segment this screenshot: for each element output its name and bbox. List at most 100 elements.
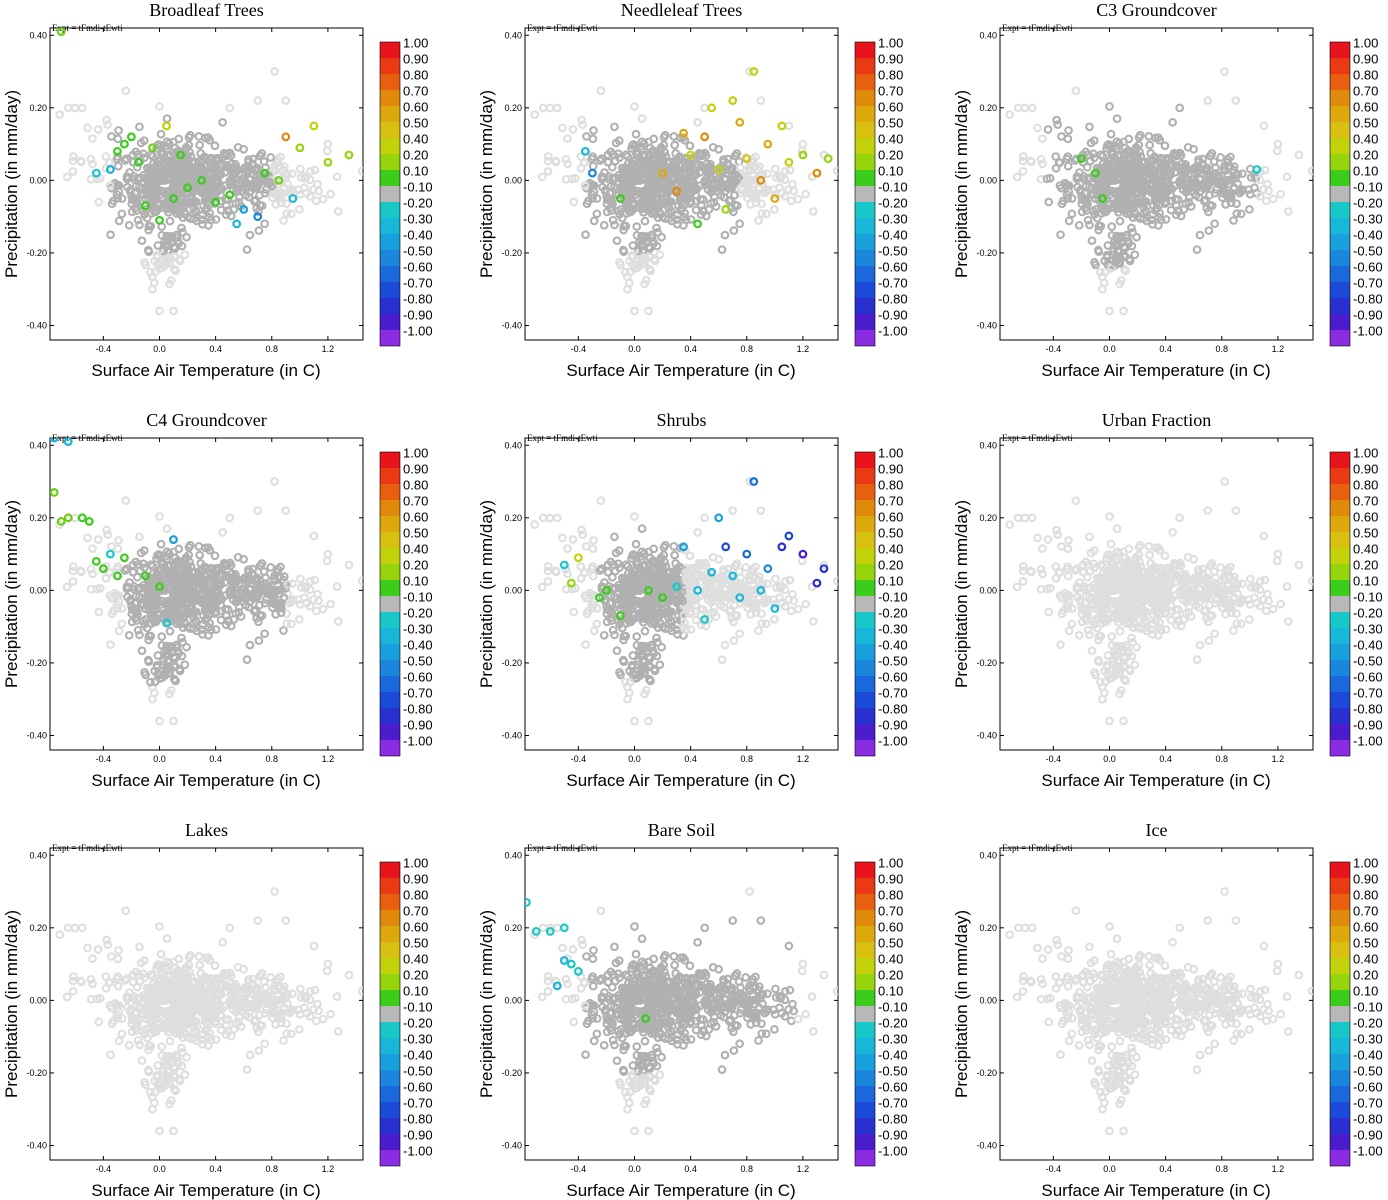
y-tick-label: -0.20: [501, 248, 522, 258]
colorbar-swatch: [380, 218, 400, 234]
data-point-light: [344, 560, 354, 570]
data-point-gray: [210, 141, 220, 151]
data-point-gray: [698, 206, 707, 216]
data-point-light: [301, 584, 311, 593]
data-point-gray: [608, 625, 618, 635]
colorbar-frame: [854, 451, 876, 757]
data-point: [281, 132, 291, 142]
point-layer: [1005, 477, 1313, 726]
data-point-light: [1078, 567, 1088, 577]
data-point-gray: [180, 617, 189, 627]
data-point-light: [1100, 267, 1110, 277]
data-point-gray: [647, 233, 657, 243]
data-point-light: [1103, 576, 1112, 585]
data-point-gray: [719, 192, 729, 202]
data-point-light: [640, 259, 650, 268]
data-point: [50, 438, 59, 443]
data-point-light: [88, 544, 97, 553]
colorbar-label: -0.10: [1353, 180, 1383, 195]
data-point-gray: [1115, 164, 1124, 174]
data-point-gray: [203, 596, 213, 606]
colorbar-swatch: [855, 564, 875, 580]
data-point-gray: [1130, 207, 1139, 217]
point-layer: [1005, 67, 1313, 316]
data-point-light: [1203, 96, 1213, 105]
colorbar-swatch: [380, 516, 400, 532]
data-point-gray: [660, 540, 670, 550]
colorbar-swatch: [1330, 202, 1350, 218]
data-point-light: [165, 279, 174, 289]
data-point-light: [104, 568, 114, 577]
data-point-light: [551, 566, 561, 576]
data-point-light: [281, 506, 291, 515]
data-point-gray: [137, 236, 147, 246]
data-point-light: [801, 599, 810, 609]
data-point-gray: [727, 178, 737, 188]
y-tick-label: 0.20: [29, 513, 47, 523]
data-point-gray: [1156, 215, 1166, 225]
colorbar-label: -0.90: [1353, 308, 1383, 323]
data-point-light: [578, 530, 588, 539]
data-point-gray: [234, 192, 244, 202]
data-point: [672, 582, 681, 592]
data-point-gray: [134, 592, 144, 601]
data-point-gray: [1134, 188, 1143, 198]
data-point-light: [114, 536, 123, 545]
data-point: [1077, 154, 1086, 164]
data-point-light: [530, 520, 540, 529]
data-point-light: [69, 152, 78, 161]
data-point-gray: [1130, 250, 1140, 260]
colorbar-frame: [379, 41, 401, 347]
data-point-light: [301, 174, 311, 183]
data-point-light: [558, 123, 567, 133]
data-point-light: [86, 154, 96, 164]
data-point-light: [1115, 279, 1124, 289]
data-point-gray: [128, 567, 138, 577]
data-point-gray: [1103, 241, 1113, 250]
colorbar-label: -0.20: [403, 606, 433, 621]
data-point-gray: [602, 609, 612, 619]
data-point-gray: [252, 178, 262, 188]
data-point-gray: [703, 185, 713, 195]
data-point-gray: [1189, 174, 1199, 184]
data-point-light: [1112, 524, 1122, 534]
data-point-light: [1005, 110, 1015, 119]
data-point: [295, 143, 305, 153]
data-point-gray: [1077, 199, 1087, 209]
colorbar-swatch: [380, 532, 400, 548]
data-point-gray: [176, 170, 185, 180]
data-point-gray: [124, 173, 133, 182]
data-point-gray: [1083, 215, 1093, 225]
data-point-gray: [607, 206, 616, 215]
colorbar-label: 0.20: [403, 148, 428, 163]
plot-frame: [524, 27, 839, 341]
data-point-gray: [1125, 256, 1135, 266]
data-point-gray: [1161, 162, 1171, 171]
data-point-gray: [670, 550, 680, 560]
data-point-gray: [1057, 199, 1067, 209]
data-point-light: [729, 636, 739, 645]
y-tick-label: 0.00: [504, 175, 522, 185]
colorbar-label: -0.80: [403, 292, 433, 307]
data-point-light: [769, 185, 778, 195]
data-point-light: [537, 172, 547, 182]
data-point-gray: [222, 201, 231, 210]
colorbar-label: 0.50: [1353, 116, 1378, 131]
data-point-gray: [271, 576, 280, 585]
data-point-light: [1126, 602, 1136, 612]
data-point-gray: [189, 214, 199, 224]
data-point-gray: [194, 542, 204, 551]
data-point-light: [561, 154, 571, 164]
data-point: [587, 168, 597, 178]
data-point-light: [736, 573, 745, 583]
data-point-gray: [660, 609, 670, 619]
data-point: [616, 611, 625, 621]
data-point-gray: [647, 209, 656, 218]
data-point-gray: [1175, 176, 1185, 186]
data-point-gray: [625, 617, 634, 627]
x-tick-label: -0.4: [571, 754, 587, 764]
colorbar-swatch: [380, 500, 400, 516]
data-point-gray: [616, 615, 626, 624]
data-point-gray: [210, 551, 220, 561]
data-point-gray: [629, 550, 638, 559]
